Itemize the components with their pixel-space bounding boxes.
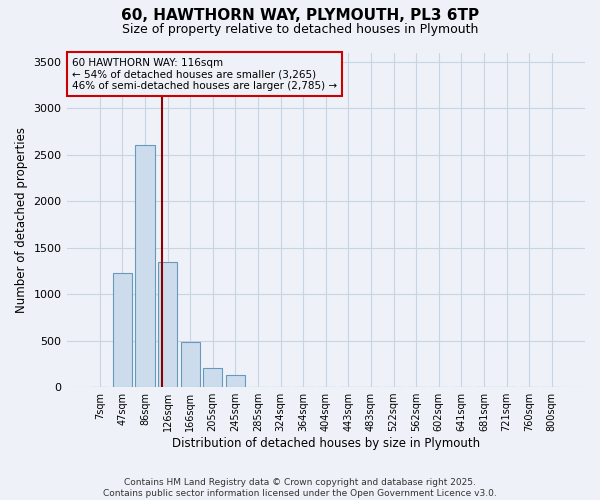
Bar — [158, 262, 177, 387]
Text: 60 HAWTHORN WAY: 116sqm
← 54% of detached houses are smaller (3,265)
46% of semi: 60 HAWTHORN WAY: 116sqm ← 54% of detache… — [72, 58, 337, 90]
Bar — [203, 368, 223, 387]
X-axis label: Distribution of detached houses by size in Plymouth: Distribution of detached houses by size … — [172, 437, 480, 450]
Bar — [113, 273, 132, 387]
Bar — [136, 146, 155, 387]
Y-axis label: Number of detached properties: Number of detached properties — [15, 127, 28, 313]
Text: Size of property relative to detached houses in Plymouth: Size of property relative to detached ho… — [122, 22, 478, 36]
Bar — [226, 375, 245, 387]
Text: 60, HAWTHORN WAY, PLYMOUTH, PL3 6TP: 60, HAWTHORN WAY, PLYMOUTH, PL3 6TP — [121, 8, 479, 22]
Text: Contains HM Land Registry data © Crown copyright and database right 2025.
Contai: Contains HM Land Registry data © Crown c… — [103, 478, 497, 498]
Bar — [181, 342, 200, 387]
